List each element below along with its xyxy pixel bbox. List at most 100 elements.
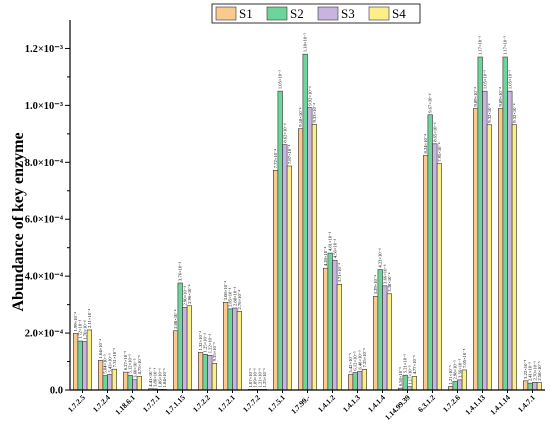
bar-s4-1-14-99-39 <box>411 376 418 391</box>
legend: S1 S2 S3 S4 <box>211 3 421 24</box>
data-label: 1.84×10⁻⁶ <box>162 368 167 388</box>
bar-s4-1-7-1-15 <box>186 305 193 391</box>
x-tick-label: 1.7.2.4 <box>91 393 112 414</box>
x-tick-label: 1.7.99.- <box>289 393 312 416</box>
data-label: 1.32×10⁻⁴ <box>198 331 203 351</box>
data-label: 9.18×10⁻⁴ <box>298 107 303 127</box>
bar-s3-1-7-2-4 <box>107 374 113 391</box>
x-tick-label: 1.4.7.1 <box>516 393 537 414</box>
data-label: 3.66×10⁻⁴ <box>382 264 387 284</box>
bar-s4-1-7-2-5 <box>86 329 92 391</box>
bar-s3-6-3-1-2 <box>432 143 438 391</box>
data-label: 2.08×10⁻⁴ <box>173 309 178 329</box>
data-label: 9.89×10⁻⁴ <box>473 87 478 107</box>
legend-label-s4: S4 <box>392 6 406 21</box>
data-label: 9.92×10⁻⁴ <box>307 86 312 106</box>
bar-s4-1-4-1-2 <box>336 284 343 391</box>
data-label: 5.12×10⁻⁵ <box>128 354 133 374</box>
y-axis: 0.0 2.0×10⁻⁴ 4.0×10⁻⁴ 6.0×10⁻⁴ 8.0×10⁻⁴ 1.0×1… <box>25 20 71 397</box>
bar-s4-1-4-7-1 <box>536 382 542 391</box>
x-tick-label: 1.7.2.1 <box>216 393 237 414</box>
data-label: 4.28×10⁻⁴ <box>323 247 328 267</box>
data-label: 1.21×10⁻⁵ <box>448 365 453 385</box>
data-label: 5.42×10⁻⁵ <box>348 353 353 373</box>
data-label: 6.12×10⁻⁵ <box>353 351 358 371</box>
bar-s1-1-7-99- <box>297 128 304 391</box>
bar-s3-1-4-1-3 <box>357 371 363 391</box>
data-label: 1.25×10⁻⁶ <box>262 368 267 388</box>
data-label: 5.21×10⁻⁵ <box>403 354 408 374</box>
data-labels: 1.99×10⁻⁴ 1.72×10⁻⁴ 1.70×10⁻⁴2.11×10⁻⁴ 1.04… <box>73 33 542 388</box>
bar-s3-1-4-1-14 <box>507 90 513 391</box>
data-label: 3.60×10⁻⁵ <box>132 358 137 378</box>
data-label: 7.95×10⁻⁴ <box>437 142 442 162</box>
data-label: 3.56×10⁻⁵ <box>457 358 462 378</box>
data-label: 7.72×10⁻⁴ <box>273 149 278 169</box>
data-label: 3.22×10⁻⁵ <box>523 359 528 379</box>
x-axis: 1.7.2.5 1.7.2.4 1.18.6.1 1.7.7.1 1.7.1.15 1.7… <box>66 389 545 422</box>
data-label: 9.32×10⁻⁴ <box>487 103 492 123</box>
data-label: 2.58×10⁻⁵ <box>537 361 542 381</box>
bar-s3-1-7-2-1 <box>232 307 238 391</box>
x-tick-label: 1.18.6.1 <box>113 393 137 417</box>
data-label: 3.86×10⁻⁶ <box>153 367 158 387</box>
data-label: 1.07×10⁻⁶ <box>248 368 253 388</box>
data-label: 5.04×10⁻⁵ <box>103 354 108 374</box>
data-label: 3.76×10⁻⁴ <box>178 261 183 281</box>
legend-label-s3: S3 <box>341 6 355 21</box>
data-label: 1.17×10⁻⁵ <box>407 365 412 385</box>
bar-s4-1-7-2-6 <box>461 369 468 391</box>
bar-s2-1-7-2-6 <box>452 381 458 391</box>
legend-swatch-s1 <box>215 6 237 21</box>
data-label: 1.04×10⁻⁴ <box>98 339 103 359</box>
data-label: 7.05×10⁻⁵ <box>462 348 467 368</box>
data-label: 4.81×10⁻⁴ <box>328 231 333 251</box>
data-label: 1.99×10⁻⁴ <box>73 312 78 332</box>
data-label: 4.75×10⁻⁵ <box>137 355 142 375</box>
bar-s4-1-7-5-1 <box>286 165 293 391</box>
data-label: 9.89×10⁻⁴ <box>498 87 503 107</box>
data-label: 1.05×10⁻³ <box>482 70 487 90</box>
bar-s3-1-7-2-5 <box>82 341 88 391</box>
data-label: 7.31×10⁻⁵ <box>112 348 117 368</box>
x-tick-label: 1.4.1.3 <box>341 393 362 414</box>
data-label: 4.77×10⁻⁵ <box>412 355 417 375</box>
bar-s4-6-3-1-2 <box>436 163 443 391</box>
bar-s2-1-4-1-13 <box>477 56 483 391</box>
bar-s2-1-7-2-1 <box>227 308 233 391</box>
bar-s2-1-4-1-2 <box>327 252 333 391</box>
data-label: 1.05×10⁻³ <box>278 70 283 90</box>
x-tick-label: 1.4.1.14 <box>488 393 512 417</box>
x-tick-label: 1.7.7.1 <box>141 393 162 414</box>
x-tick-label: 6.3.1.2 <box>416 393 437 414</box>
data-label: 8.24×10⁻⁴ <box>423 134 428 154</box>
legend-frame <box>211 3 421 24</box>
legend-swatch-s2 <box>266 6 288 21</box>
data-label: 9.67×10⁻⁴ <box>428 93 433 113</box>
data-label: 6.48×10⁻⁵ <box>357 350 362 370</box>
y-axis-label: Abundance of key enzyme <box>10 132 27 311</box>
bar-s2-6-3-1-2 <box>427 114 433 391</box>
data-label: 2.98×10⁻⁵ <box>453 360 458 380</box>
x-tick-label: 1.4.1.13 <box>463 393 487 417</box>
legend-swatch-s3 <box>317 6 339 21</box>
data-label: 1.05×10⁻³ <box>507 70 512 90</box>
y-tick-label: 4.0×10⁻⁴ <box>25 272 64 283</box>
bar-s1-1-7-2-1 <box>223 302 229 391</box>
bars <box>73 53 542 391</box>
x-tick-label: 1.7.1.15 <box>163 393 187 417</box>
data-label: 4.56×10⁻⁴ <box>332 239 337 259</box>
data-label: 3.71×10⁻⁴ <box>337 263 342 283</box>
bar-s2-1-7-2-2 <box>202 354 208 391</box>
data-label: 2.85×10⁻⁴ <box>228 287 233 307</box>
y-tick-label: 8.0×10⁻⁴ <box>25 158 64 169</box>
data-label: 1.18×10⁻³ <box>303 33 308 53</box>
bar-s1-1-4-1-3 <box>347 374 354 391</box>
data-label: 9.35×10⁻⁵ <box>212 342 217 362</box>
data-label: 3.29×10⁻⁴ <box>373 275 378 295</box>
bar-s4-1-4-1-14 <box>511 124 517 391</box>
legend-swatch-s4 <box>368 6 390 21</box>
bar-s1-1-4-7-1 <box>522 380 529 391</box>
